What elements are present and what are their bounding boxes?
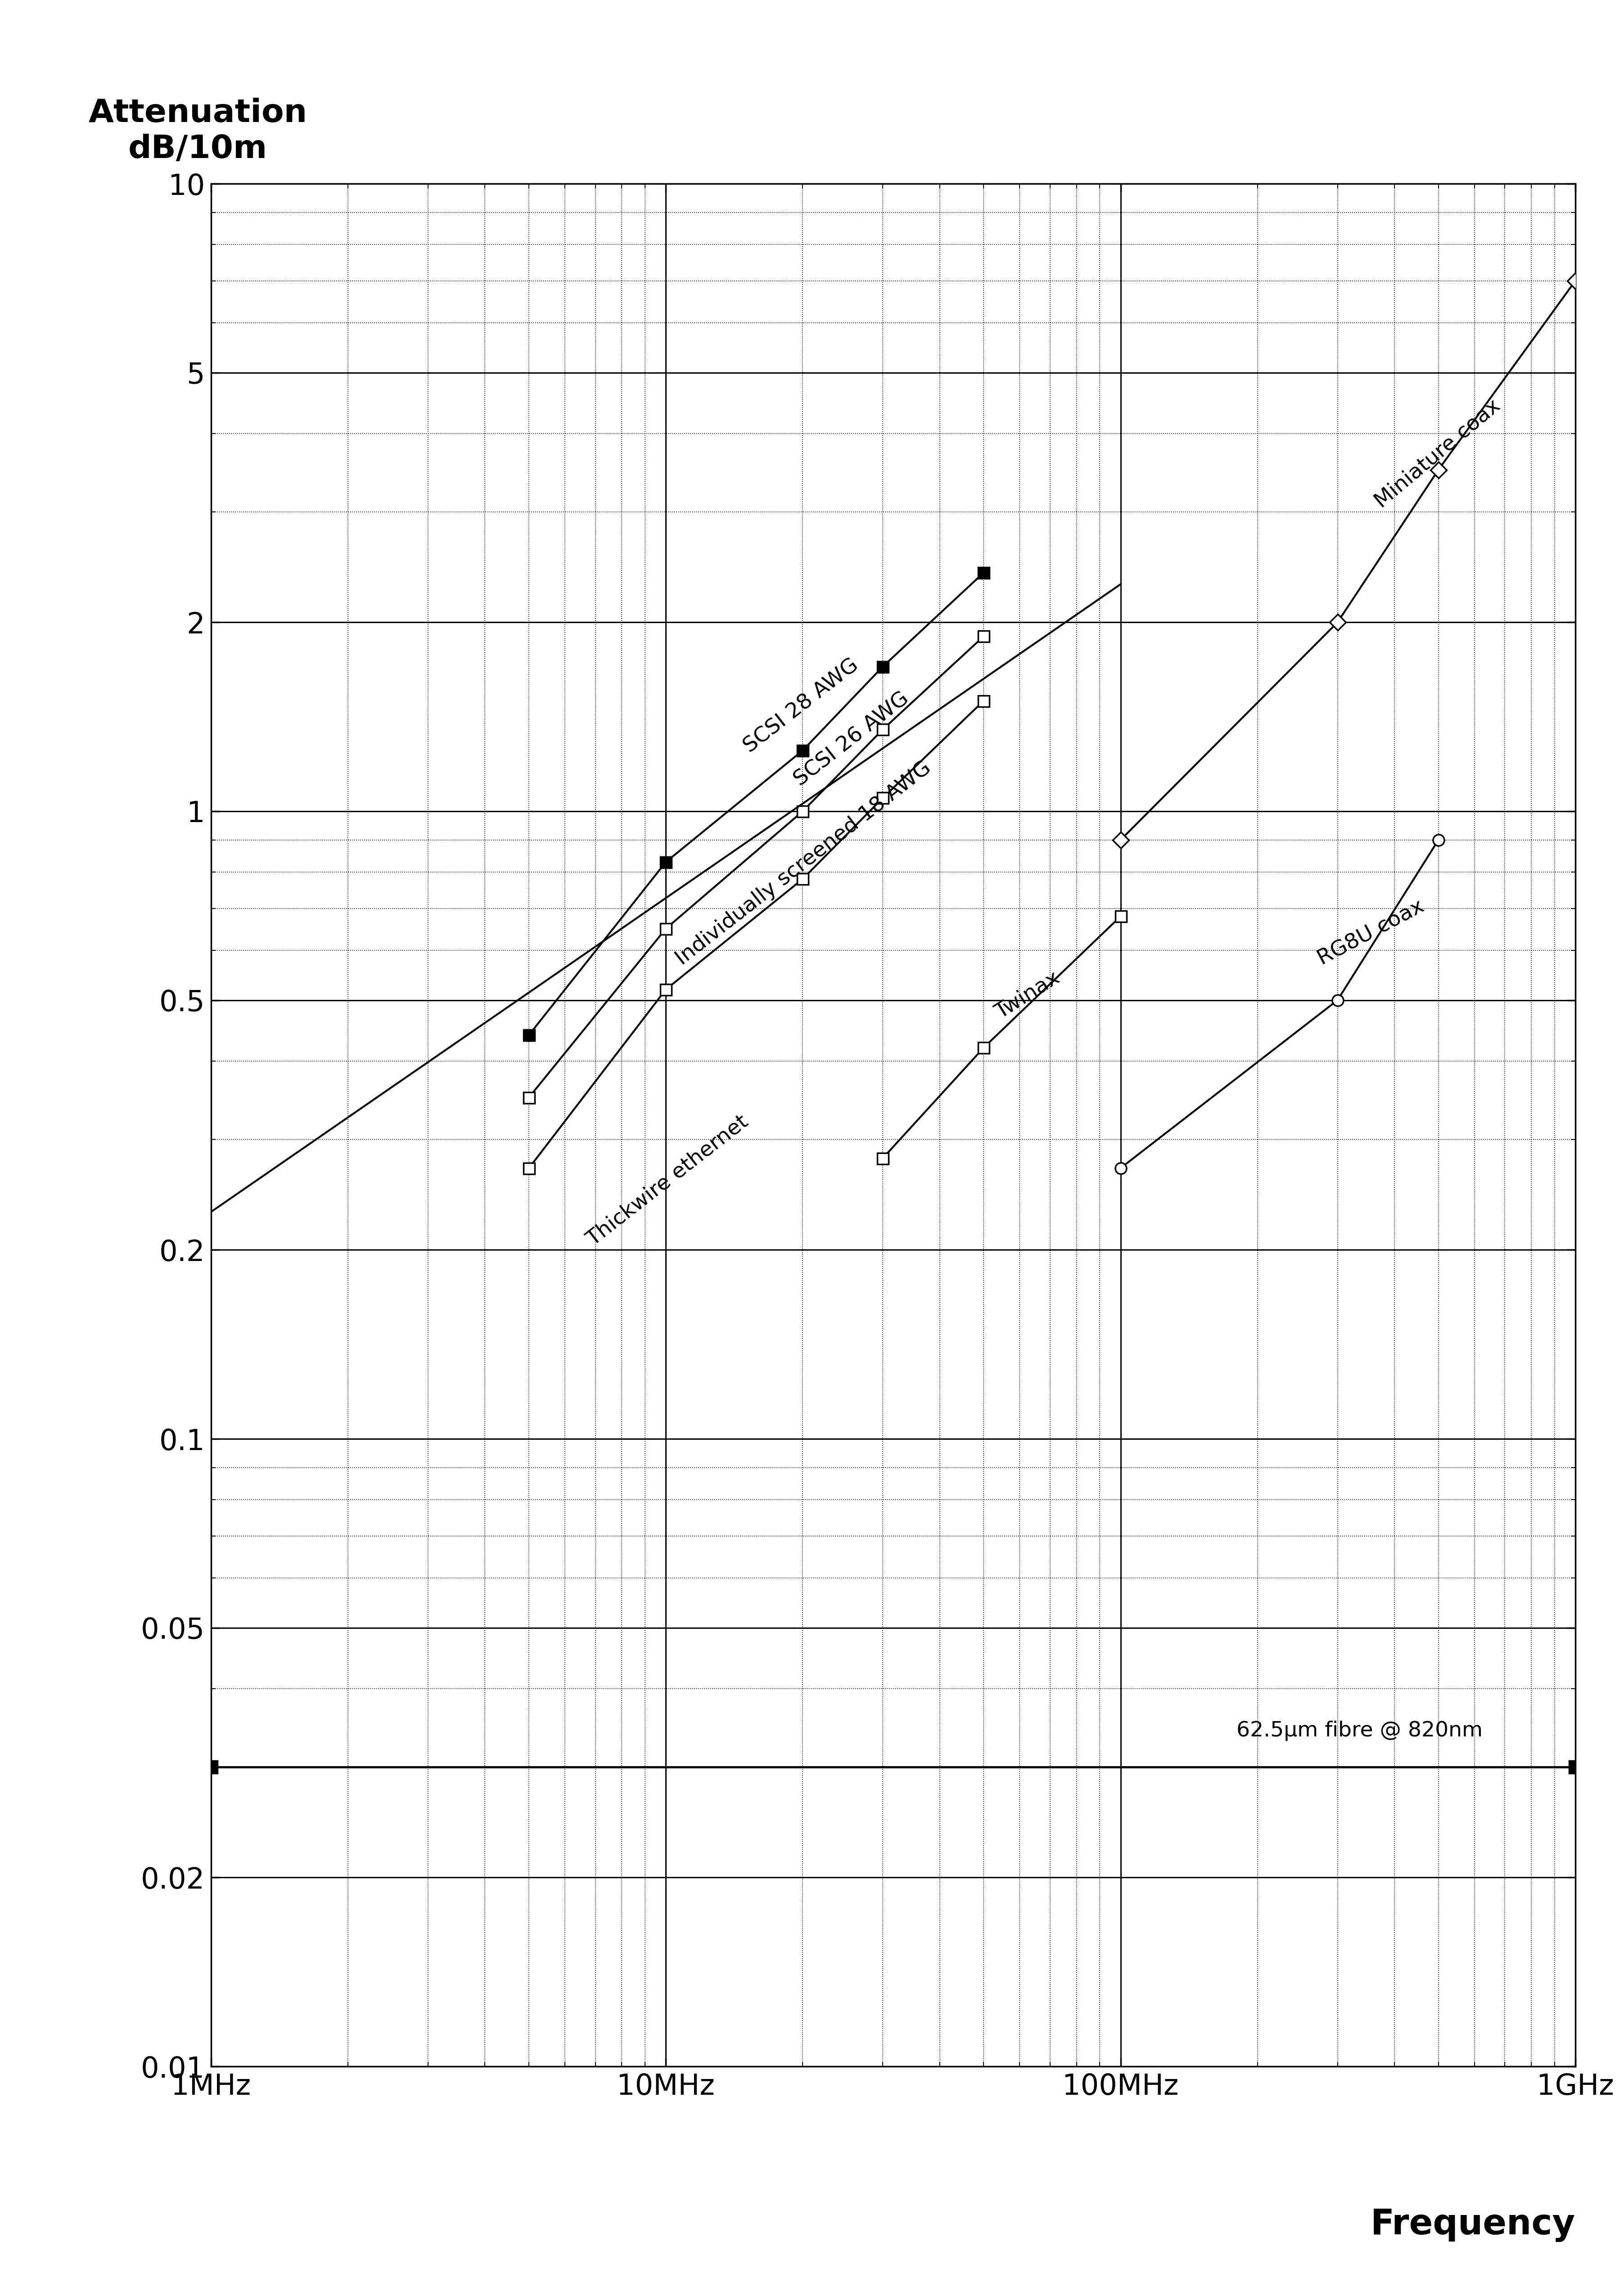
Text: Individually screened 18 AWG: Individually screened 18 AWG (672, 758, 935, 969)
Text: Thickwire ethernet: Thickwire ethernet (583, 1111, 752, 1249)
Text: SCSI 26 AWG: SCSI 26 AWG (791, 689, 913, 790)
Text: RG8U coax: RG8U coax (1314, 895, 1427, 969)
Text: Attenuation
dB/10m: Attenuation dB/10m (88, 99, 307, 165)
Text: Miniature coax: Miniature coax (1371, 395, 1504, 512)
Text: SCSI 28 AWG: SCSI 28 AWG (741, 654, 862, 758)
Text: Twinax: Twinax (992, 967, 1064, 1024)
Text: 62.5μm fibre @ 820nm: 62.5μm fibre @ 820nm (1236, 1720, 1483, 1740)
Text: Frequency: Frequency (1371, 2209, 1575, 2241)
